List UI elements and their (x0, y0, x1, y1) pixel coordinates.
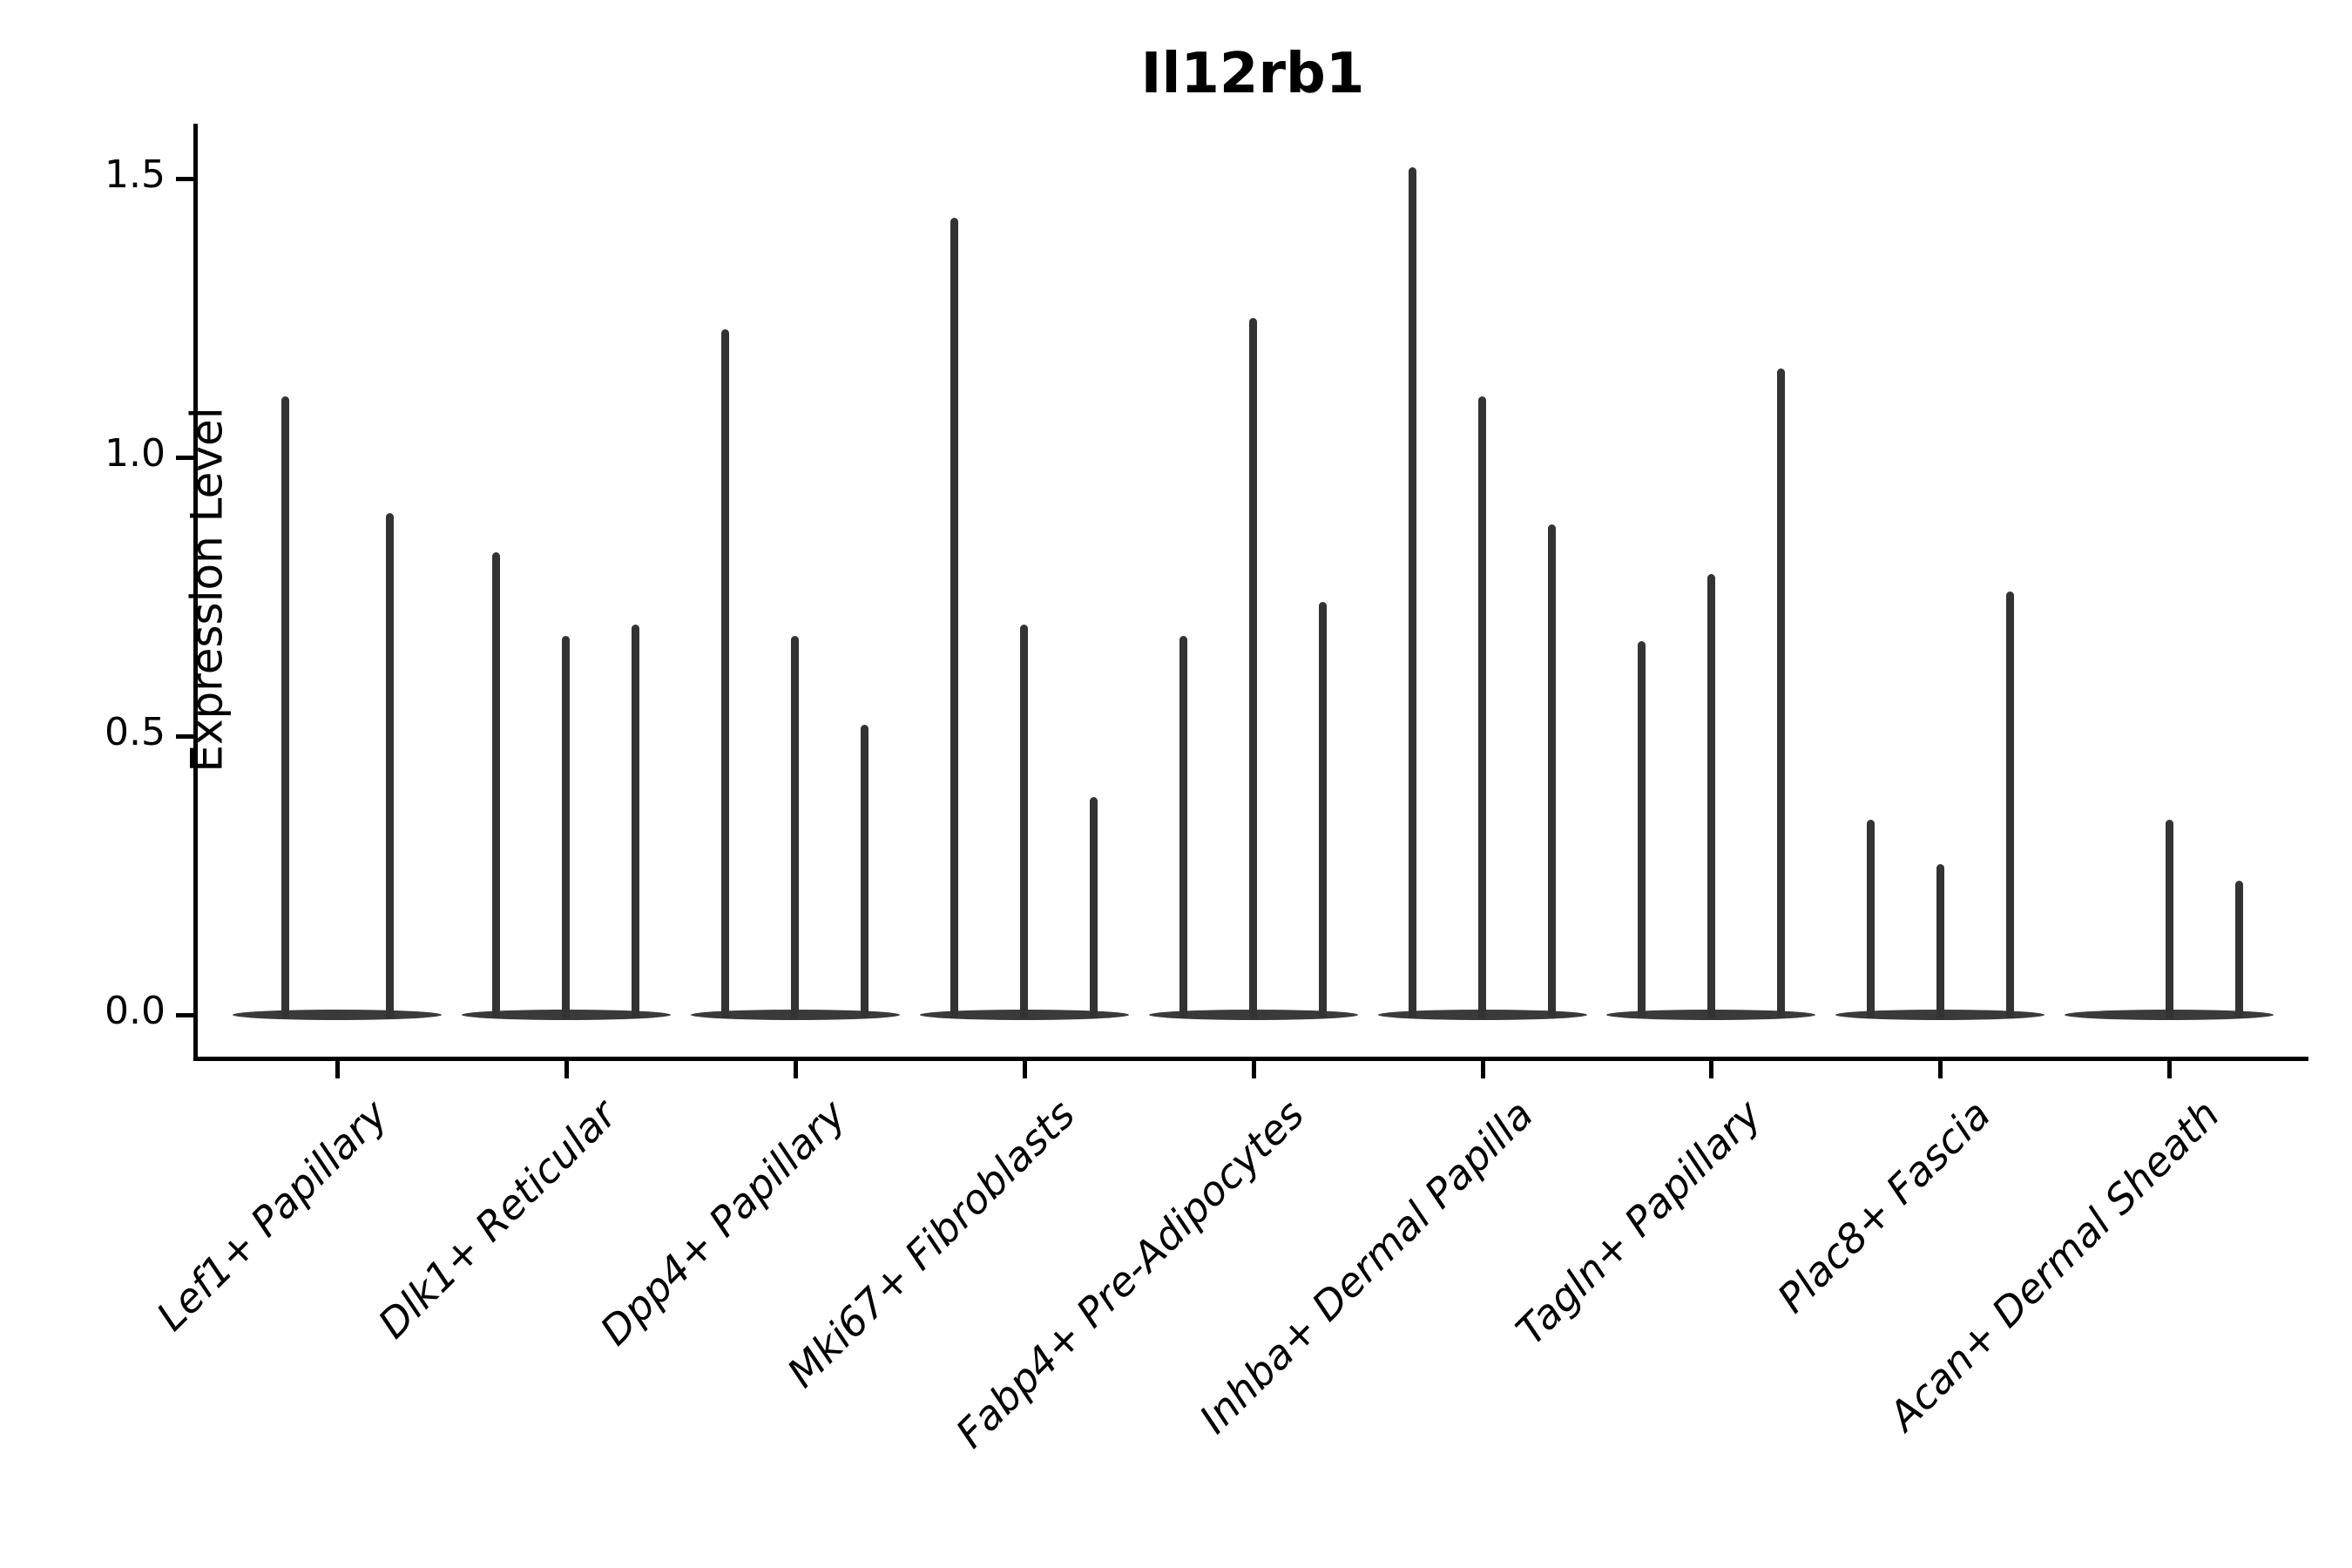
violin-spike (2234, 881, 2243, 1018)
violin-spike (385, 513, 394, 1018)
violin-spike (1249, 318, 1258, 1018)
y-tick-label: 1.5 (105, 152, 166, 197)
x-tick-mark (564, 1061, 569, 1078)
y-tick-mark (176, 1013, 193, 1017)
x-tick-mark (2167, 1061, 2173, 1078)
x-tick-mark (335, 1061, 340, 1078)
violin-spike (1637, 641, 1646, 1018)
violin-spike (1020, 625, 1029, 1018)
violin-spike (280, 395, 289, 1018)
x-tick-mark (1251, 1061, 1256, 1078)
y-tick-mark (176, 177, 193, 181)
violin-spike (1090, 797, 1098, 1018)
y-tick-mark (176, 734, 193, 739)
y-tick-label: 0.5 (105, 710, 166, 754)
violin-spike (1478, 395, 1486, 1018)
x-tick-mark (1709, 1061, 1714, 1078)
x-tick-mark (793, 1061, 798, 1078)
violin-spike (1179, 635, 1188, 1018)
violin-spike (1548, 524, 1556, 1018)
y-tick-mark (176, 456, 193, 460)
x-tick-mark (1938, 1061, 1943, 1078)
y-tick-label: 1.0 (105, 431, 166, 476)
x-axis-spine (193, 1057, 2308, 1061)
violin-spike (791, 635, 800, 1018)
violin-spike (1776, 368, 1785, 1018)
violin-spike (562, 635, 571, 1018)
violin-spike (1866, 820, 1875, 1018)
violin-spike (492, 551, 501, 1018)
y-axis-label: Expression Level (181, 407, 233, 773)
violin-spike (2005, 591, 2014, 1018)
y-tick-label: 0.0 (105, 989, 166, 1033)
plot-title: Il12rb1 (1140, 42, 1365, 106)
violin-spike (1936, 864, 1944, 1018)
y-axis-spine (193, 124, 198, 1061)
x-tick-mark (1480, 1061, 1485, 1078)
violin-body (233, 1010, 442, 1020)
violin-spike (861, 725, 869, 1018)
x-tick-mark (1022, 1061, 1027, 1078)
violin-spike (950, 217, 959, 1018)
violin-spike (1409, 167, 1416, 1018)
violin-spike (2165, 820, 2173, 1018)
violin-spike (1707, 574, 1715, 1018)
violin-spike (632, 625, 640, 1018)
violin-spike (1319, 602, 1328, 1018)
violin-spike (721, 328, 730, 1018)
